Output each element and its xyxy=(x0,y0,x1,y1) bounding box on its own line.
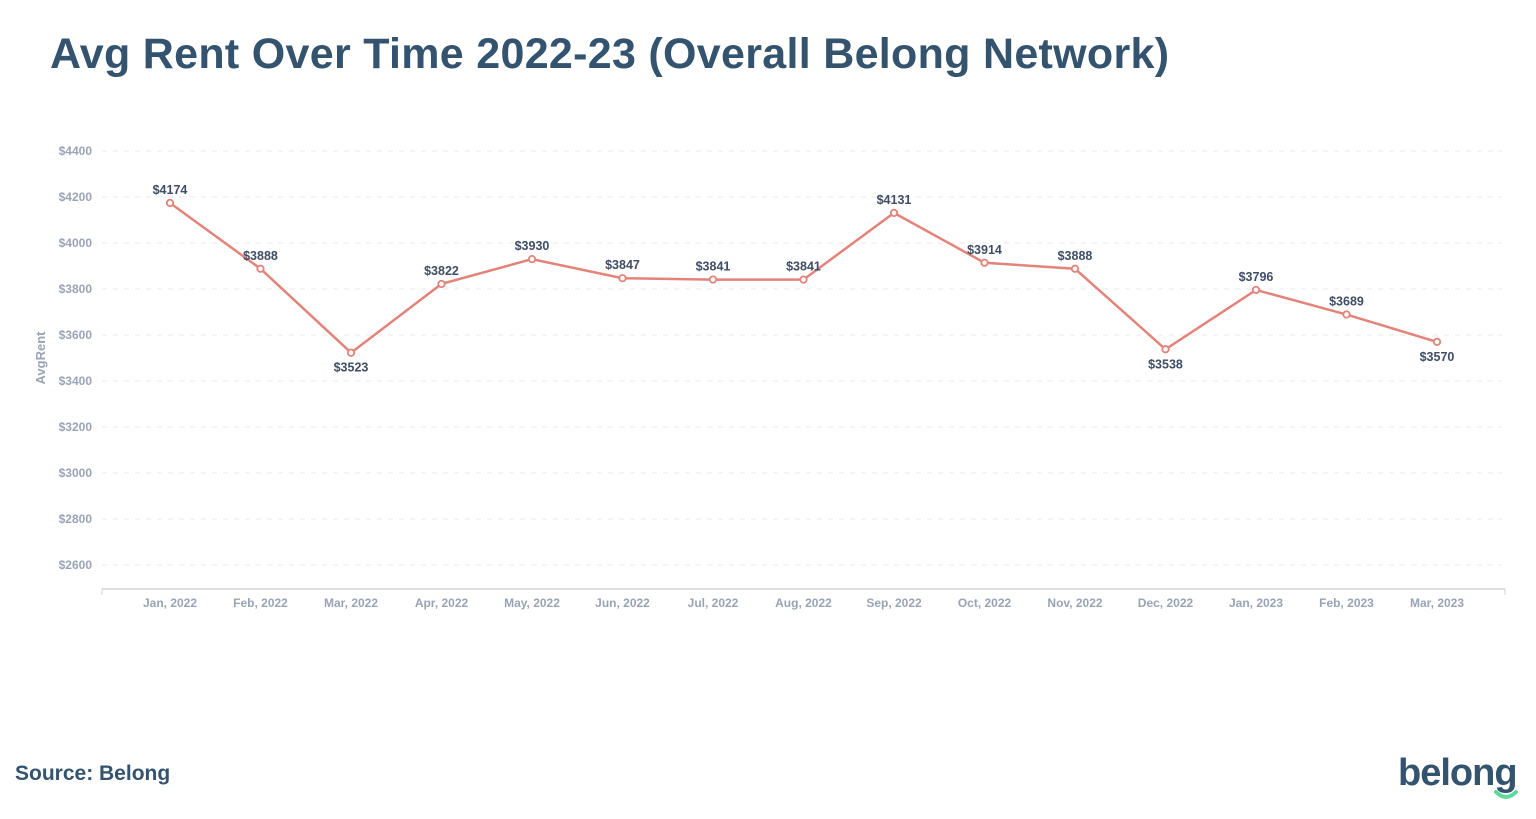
data-point xyxy=(1251,285,1261,295)
x-tick-label: Jul, 2022 xyxy=(688,596,739,610)
y-tick-label: $2800 xyxy=(59,512,93,526)
x-axis-ticks: Jan, 2022 Feb, 2022 Mar, 2022 Apr, 2022 May,… xyxy=(143,596,1464,610)
data-label: $3847 xyxy=(605,258,640,272)
x-tick-label: Dec, 2022 xyxy=(1138,596,1194,610)
data-label: $3689 xyxy=(1329,295,1364,309)
data-point xyxy=(165,198,175,208)
y-tick-label: $3400 xyxy=(59,374,93,388)
gridlines xyxy=(102,150,1502,566)
data-point xyxy=(889,208,899,217)
y-tick-label: $4200 xyxy=(59,190,93,204)
data-label: $3930 xyxy=(515,239,550,253)
y-tick-label: $2600 xyxy=(59,558,93,572)
data-labels: $4174 $3888 $3523 $3822 $3930 $3847 $3841 $3841… xyxy=(153,183,1455,375)
source-note: Source: Belong xyxy=(15,762,171,785)
data-label: $3538 xyxy=(1148,357,1183,371)
data-point xyxy=(1161,345,1170,354)
y-tick-label: $3200 xyxy=(59,420,93,434)
data-points xyxy=(165,198,1442,357)
x-tick-label: Sep, 2022 xyxy=(866,596,922,610)
x-tick-label: Jan, 2022 xyxy=(143,596,197,610)
logo-smile-icon xyxy=(1494,790,1518,799)
x-tick-label: Nov, 2022 xyxy=(1047,596,1102,610)
data-point xyxy=(346,348,356,357)
x-tick-label: Feb, 2022 xyxy=(233,596,288,610)
data-point xyxy=(980,258,989,267)
data-point xyxy=(256,264,265,273)
y-tick-label: $3600 xyxy=(59,328,93,342)
x-tick-label: Mar, 2023 xyxy=(1410,596,1464,610)
y-tick-label: $4000 xyxy=(59,236,93,250)
y-tick-label: $3800 xyxy=(59,282,93,296)
data-label: $3888 xyxy=(243,249,278,263)
data-label: $3888 xyxy=(1058,249,1093,263)
x-tick-label: May, 2022 xyxy=(504,596,560,610)
belong-logo: belong xyxy=(1398,752,1523,804)
data-label: $3841 xyxy=(696,260,731,274)
data-point xyxy=(1432,337,1442,346)
page-title: Avg Rent Over Time 2022-23 (Overall Belo… xyxy=(50,30,1170,78)
logo-wordmark: belong xyxy=(1398,752,1518,794)
x-tick-label: Apr, 2022 xyxy=(415,596,469,610)
y-axis-ticks: $2600 $2800 $3000 $3200 $3400 $3600 $3800 $4000… xyxy=(59,144,93,572)
data-point xyxy=(618,274,627,283)
x-tick-label: Aug, 2022 xyxy=(775,596,832,610)
x-tick-label: Jan, 2023 xyxy=(1229,596,1283,610)
data-label: $3796 xyxy=(1239,270,1274,284)
data-label: $3841 xyxy=(786,260,821,274)
data-label: $4131 xyxy=(877,193,912,207)
data-point xyxy=(1342,310,1351,319)
data-label: $3523 xyxy=(334,361,369,375)
data-label: $3822 xyxy=(424,264,459,278)
data-label: $3914 xyxy=(967,243,1002,257)
y-axis-label: AvgRent xyxy=(33,331,48,385)
data-point xyxy=(527,255,537,264)
data-label: $3570 xyxy=(1420,350,1455,364)
data-point xyxy=(437,279,446,289)
data-label: $4174 xyxy=(153,183,188,197)
data-point xyxy=(1070,264,1080,273)
x-tick-label: Feb, 2023 xyxy=(1319,596,1374,610)
data-point xyxy=(799,275,808,284)
y-tick-label: $4400 xyxy=(59,144,93,158)
y-tick-label: $3000 xyxy=(59,466,93,480)
data-point xyxy=(708,275,718,284)
x-tick-label: Jun, 2022 xyxy=(595,596,650,610)
x-tick-label: Oct, 2022 xyxy=(958,596,1012,610)
x-tick-label: Mar, 2022 xyxy=(324,596,378,610)
